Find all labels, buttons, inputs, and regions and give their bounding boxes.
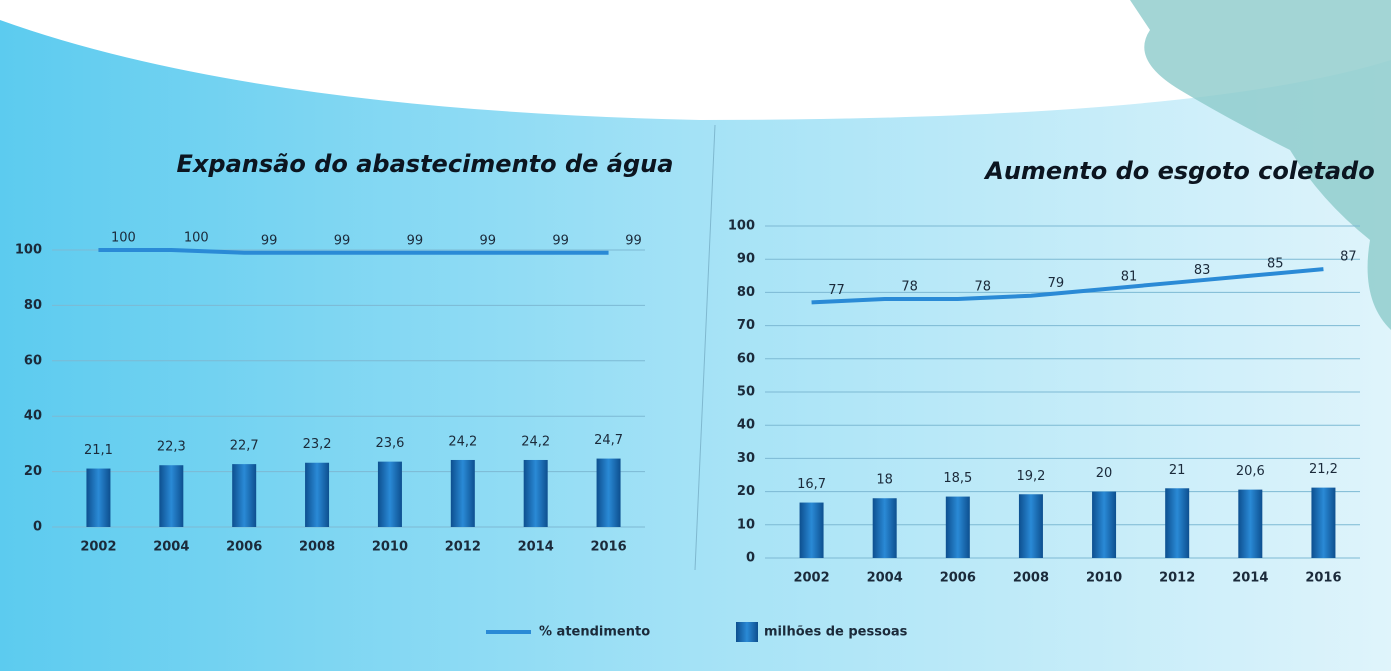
legend: % atendimento milhões de pessoas bbox=[486, 622, 908, 642]
value-label: 22,7 bbox=[230, 439, 259, 454]
x-tick-label: 2012 bbox=[1159, 571, 1195, 586]
value-label: 100 bbox=[111, 231, 136, 246]
value-label: 99 bbox=[480, 233, 497, 248]
legend-swatch bbox=[736, 622, 758, 642]
value-label: 21,2 bbox=[1309, 462, 1338, 477]
y-tick-label: 100 bbox=[728, 219, 755, 234]
y-tick-label: 0 bbox=[746, 551, 755, 566]
y-tick-label: 60 bbox=[24, 353, 42, 368]
value-label: 22,3 bbox=[157, 440, 186, 455]
divider bbox=[694, 124, 716, 571]
bar bbox=[377, 461, 402, 527]
value-label: 85 bbox=[1267, 256, 1284, 271]
legend-label: milhões de pessoas bbox=[764, 625, 908, 640]
value-label: 87 bbox=[1340, 250, 1357, 265]
legend-label: % atendimento bbox=[539, 625, 650, 640]
bar bbox=[86, 468, 111, 527]
x-tick-label: 2016 bbox=[1305, 571, 1341, 586]
y-tick-label: 60 bbox=[737, 351, 755, 366]
x-tick-label: 2010 bbox=[372, 540, 408, 555]
chart-title: Expansão do abastecimento de água bbox=[177, 150, 674, 178]
x-tick-label: 2014 bbox=[518, 540, 554, 555]
y-tick-label: 80 bbox=[24, 298, 42, 313]
y-tick-label: 20 bbox=[24, 464, 42, 479]
value-label: 79 bbox=[1048, 276, 1065, 291]
value-label: 81 bbox=[1121, 270, 1138, 285]
bar bbox=[450, 459, 475, 527]
value-label: 78 bbox=[975, 280, 992, 295]
value-label: 99 bbox=[625, 233, 642, 248]
y-tick-label: 70 bbox=[737, 318, 755, 333]
value-label: 99 bbox=[261, 233, 278, 248]
y-tick-label: 100 bbox=[15, 243, 42, 258]
line bbox=[811, 267, 1324, 305]
bar bbox=[945, 496, 970, 558]
value-label: 18,5 bbox=[943, 471, 972, 486]
value-label: 21,1 bbox=[84, 443, 113, 458]
bar bbox=[232, 464, 257, 527]
x-tick-label: 2002 bbox=[793, 571, 829, 586]
map-shape bbox=[1130, 0, 1391, 330]
x-tick-label: 2002 bbox=[80, 540, 116, 555]
value-label: 99 bbox=[334, 233, 351, 248]
chart-title: Aumento do esgoto coletado bbox=[983, 157, 1374, 185]
x-tick-label: 2010 bbox=[1086, 571, 1122, 586]
bar bbox=[523, 459, 548, 527]
x-tick-label: 2008 bbox=[299, 540, 335, 555]
value-label: 19,2 bbox=[1016, 469, 1045, 484]
bar bbox=[159, 465, 184, 527]
value-label: 99 bbox=[407, 233, 424, 248]
value-label: 77 bbox=[828, 283, 845, 298]
value-label: 16,7 bbox=[797, 477, 826, 492]
y-tick-label: 10 bbox=[737, 517, 755, 532]
x-tick-label: 2006 bbox=[940, 571, 976, 586]
value-label: 21 bbox=[1169, 463, 1186, 478]
bar bbox=[1018, 494, 1043, 558]
x-tick-label: 2012 bbox=[445, 540, 481, 555]
bar bbox=[872, 498, 897, 558]
value-label: 20 bbox=[1096, 466, 1113, 481]
line bbox=[98, 248, 609, 255]
bar bbox=[1238, 489, 1263, 558]
x-tick-label: 2014 bbox=[1232, 571, 1268, 586]
x-tick-label: 2006 bbox=[226, 540, 262, 555]
y-tick-label: 20 bbox=[737, 484, 755, 499]
value-label: 23,6 bbox=[375, 436, 404, 451]
top-wave bbox=[0, 0, 1391, 120]
x-tick-label: 2004 bbox=[153, 540, 189, 555]
x-tick-label: 2016 bbox=[590, 540, 626, 555]
y-tick-label: 90 bbox=[737, 252, 755, 267]
y-tick-label: 40 bbox=[24, 409, 42, 424]
bar bbox=[1092, 491, 1117, 558]
value-label: 99 bbox=[552, 233, 569, 248]
y-tick-label: 50 bbox=[737, 385, 755, 400]
bar bbox=[799, 502, 824, 558]
value-label: 24,2 bbox=[521, 434, 550, 449]
bar bbox=[1311, 487, 1336, 558]
value-label: 78 bbox=[901, 280, 918, 295]
x-tick-label: 2004 bbox=[867, 571, 903, 586]
y-tick-label: 0 bbox=[33, 520, 42, 535]
bar bbox=[596, 458, 621, 527]
x-tick-label: 2008 bbox=[1013, 571, 1049, 586]
bar bbox=[305, 462, 330, 527]
value-label: 100 bbox=[184, 231, 209, 246]
bar bbox=[1165, 488, 1190, 558]
y-tick-label: 80 bbox=[737, 285, 755, 300]
value-label: 23,2 bbox=[303, 437, 332, 452]
value-label: 83 bbox=[1194, 263, 1211, 278]
value-label: 24,7 bbox=[594, 433, 623, 448]
y-tick-label: 40 bbox=[737, 418, 755, 433]
y-tick-label: 30 bbox=[737, 451, 755, 466]
value-label: 24,2 bbox=[448, 434, 477, 449]
value-label: 18 bbox=[876, 473, 893, 488]
value-label: 20,6 bbox=[1236, 464, 1265, 479]
